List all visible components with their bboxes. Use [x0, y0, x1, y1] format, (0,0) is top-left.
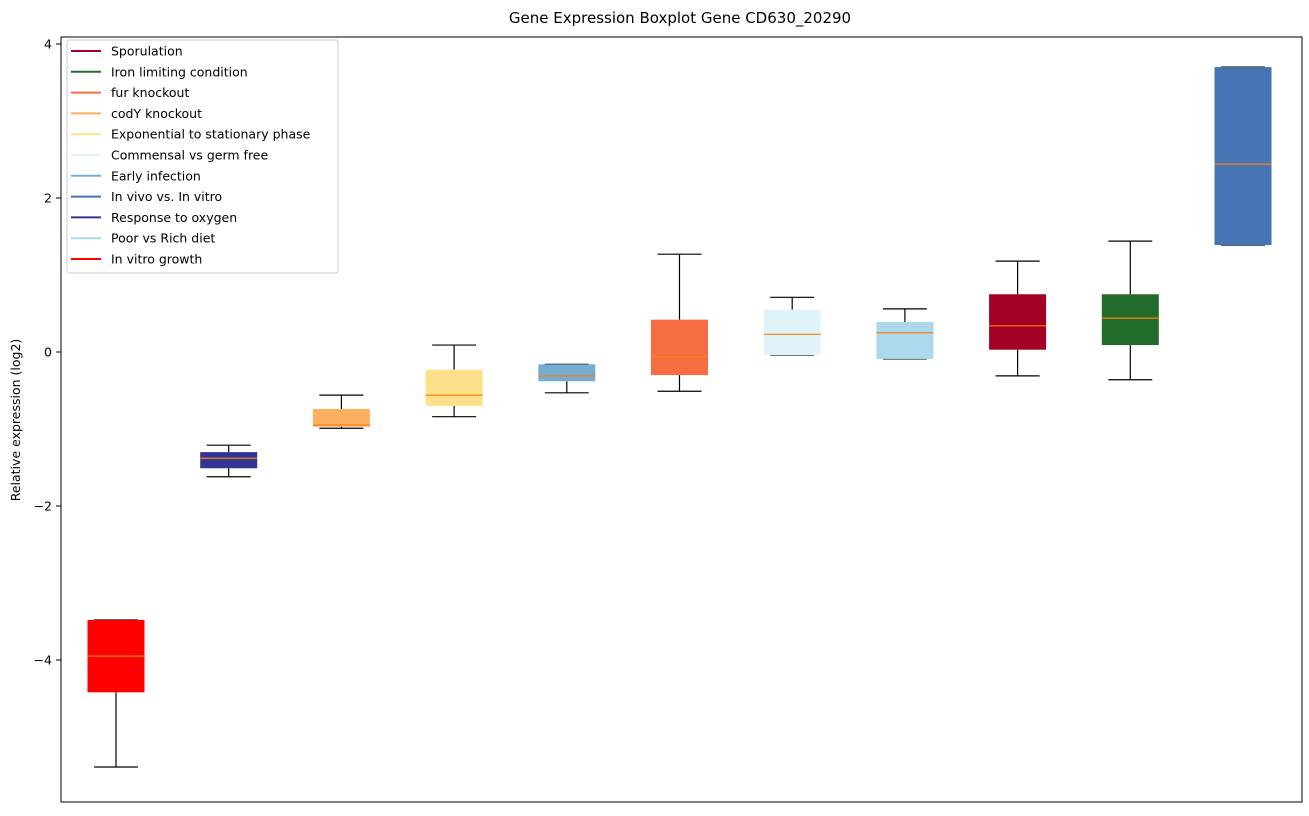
- box-commensal-vs-germ-free: [763, 296, 821, 356]
- y-tick-label: 0: [44, 345, 52, 360]
- legend-label: Sporulation: [111, 44, 183, 59]
- legend-label: Exponential to stationary phase: [111, 127, 311, 142]
- y-axis: 4 2 0 −2 −4: [34, 37, 61, 668]
- box-body: [1214, 67, 1272, 245]
- legend-label: In vitro growth: [111, 252, 202, 267]
- legend-label: Early infection: [111, 168, 201, 183]
- chart-title: Gene Expression Boxplot Gene CD630_20290: [509, 9, 851, 28]
- legend-label: In vivo vs. In vitro: [111, 189, 222, 204]
- legend: Sporulation Iron limiting condition fur kn…: [66, 39, 339, 274]
- legend-box: [66, 39, 339, 274]
- box-body: [989, 294, 1047, 350]
- box-sporulation: [989, 260, 1047, 377]
- y-tick-label: 4: [44, 37, 52, 52]
- plot-frame: [60, 36, 1303, 803]
- legend-label: codY knockout: [111, 106, 202, 121]
- y-tick-label: 2: [44, 191, 52, 206]
- box-body: [538, 364, 596, 382]
- y-axis-label: Relative expression (log2): [8, 339, 23, 502]
- legend-label: Iron limiting condition: [111, 64, 248, 79]
- box-body: [651, 319, 708, 376]
- box-body: [876, 321, 934, 359]
- y-tick-label: −2: [34, 499, 52, 514]
- legend-label: Poor vs Rich diet: [111, 231, 215, 246]
- box-response-to-oxygen: [200, 444, 258, 478]
- box-in-vitro-growth: [87, 619, 145, 768]
- box-body: [763, 309, 821, 356]
- box-body: [1101, 294, 1159, 346]
- box-cody-knockout: [312, 394, 370, 429]
- box-body: [425, 369, 483, 406]
- box-iron-limiting-condition: [1101, 240, 1159, 381]
- box-exponential-to-stationary-phase: [425, 344, 483, 418]
- y-tick-label: −4: [34, 653, 52, 668]
- legend-label: Commensal vs germ free: [111, 148, 268, 163]
- box-poor-vs-rich-diet: [876, 308, 934, 360]
- box-body: [312, 408, 370, 427]
- legend-label: Response to oxygen: [111, 210, 237, 225]
- box-body: [200, 452, 258, 469]
- box-fur-knockout: [651, 253, 708, 392]
- box-early-infection: [538, 363, 596, 394]
- boxes-group: [87, 66, 1272, 768]
- legend-label: fur knockout: [111, 85, 189, 100]
- box-in-vivo-vs-in-vitro: [1214, 66, 1272, 246]
